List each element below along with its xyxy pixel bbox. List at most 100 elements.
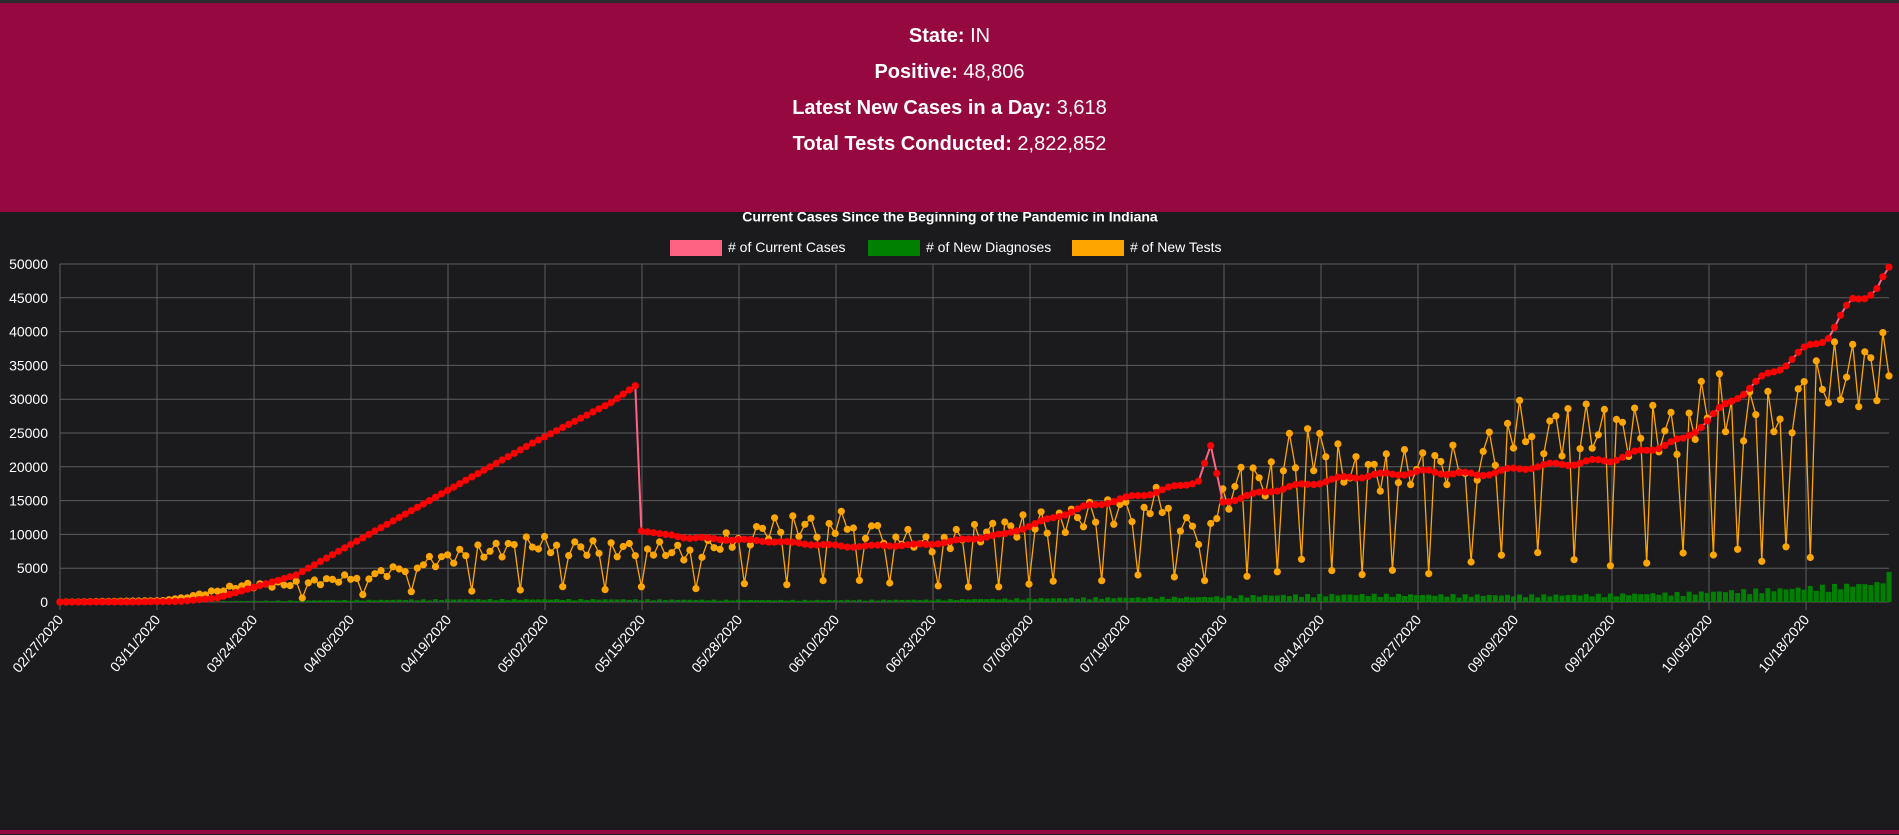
current-cases-point xyxy=(1510,465,1517,472)
new-tests-point xyxy=(608,539,615,546)
current-cases-point xyxy=(220,593,227,600)
diagnoses-bar xyxy=(1790,589,1795,602)
new-tests-point xyxy=(438,553,445,560)
new-tests-point xyxy=(1468,558,1475,565)
new-tests-point xyxy=(947,545,954,552)
current-cases-point xyxy=(1861,295,1868,302)
diagnoses-bar xyxy=(784,601,789,602)
current-cases-point xyxy=(638,527,645,534)
diagnoses-bar xyxy=(1711,592,1716,602)
new-tests-point xyxy=(293,578,300,585)
new-tests-point xyxy=(1274,568,1281,575)
new-tests-point xyxy=(1352,453,1359,460)
diagnoses-bar xyxy=(881,600,886,602)
diagnoses-bar xyxy=(1529,594,1534,602)
x-tick-label: 02/27/2020 xyxy=(9,611,66,675)
diagnoses-bar xyxy=(1723,592,1728,602)
chart-title: Current Cases Since the Beginning of the… xyxy=(742,212,1158,225)
diagnoses-bar xyxy=(1384,594,1389,602)
new-tests-point xyxy=(1885,372,1892,379)
diagnoses-bar xyxy=(1142,598,1147,602)
diagnoses-bar xyxy=(1166,599,1171,602)
current-cases-point xyxy=(595,405,602,412)
diagnoses-bar xyxy=(627,600,632,602)
diagnoses-bar xyxy=(566,599,571,602)
new-tests-point xyxy=(493,540,500,547)
diagnoses-bar xyxy=(1493,595,1498,602)
diagnoses-bar xyxy=(1269,596,1274,602)
current-cases-point xyxy=(1595,456,1602,463)
new-tests-point xyxy=(620,543,627,550)
new-tests-point xyxy=(1074,514,1081,521)
diagnoses-bar xyxy=(899,600,904,602)
new-tests-point xyxy=(1764,388,1771,395)
diagnoses-bar xyxy=(1717,591,1722,602)
diagnoses-bar xyxy=(875,600,880,602)
diagnoses-bar xyxy=(845,600,850,602)
chart-legend: # of Current Cases# of New Diagnoses# of… xyxy=(670,239,1222,256)
diagnoses-bar xyxy=(1650,593,1655,602)
new-tests-point xyxy=(1849,341,1856,348)
current-cases-point xyxy=(341,544,348,551)
current-cases-point xyxy=(1044,515,1051,522)
new-tests-point xyxy=(426,553,433,560)
legend-swatch-0 xyxy=(670,240,722,256)
diagnoses-bar xyxy=(1311,597,1316,602)
diagnoses-bar xyxy=(494,600,499,602)
new-tests-point xyxy=(383,573,390,580)
diagnoses-bar xyxy=(524,599,529,602)
new-tests-point xyxy=(995,583,1002,590)
current-cases-point xyxy=(1437,470,1444,477)
current-cases-point xyxy=(795,540,802,547)
current-cases-point xyxy=(977,535,984,542)
new-tests-point xyxy=(287,582,294,589)
new-tests-point xyxy=(874,522,881,529)
new-tests-point xyxy=(347,576,354,583)
diagnoses-bar xyxy=(917,600,922,602)
current-cases-point xyxy=(704,534,711,541)
new-tests-point xyxy=(311,576,318,583)
diagnoses-bar xyxy=(288,600,293,602)
diagnoses-bar xyxy=(1214,596,1219,602)
current-cases-point xyxy=(565,421,572,428)
current-cases-point xyxy=(995,531,1002,538)
y-tick-label: 5000 xyxy=(17,560,48,576)
diagnoses-bar xyxy=(1620,593,1625,602)
diagnoses-bar xyxy=(639,600,644,602)
new-tests-point xyxy=(589,537,596,544)
new-tests-point xyxy=(922,533,929,540)
diagnoses-bar xyxy=(457,599,462,602)
new-tests-point xyxy=(1516,397,1523,404)
diagnoses-bar xyxy=(1559,596,1564,602)
new-tests-point xyxy=(759,525,766,532)
current-cases-point xyxy=(1468,470,1475,477)
diagnoses-bar xyxy=(233,601,238,602)
diagnoses-bar xyxy=(978,599,983,602)
diagnoses-bar xyxy=(1765,588,1770,602)
new-tests-point xyxy=(1310,467,1317,474)
diagnoses-bar xyxy=(542,599,547,602)
diagnoses-bar xyxy=(772,600,777,602)
diagnoses-bar xyxy=(1154,599,1159,602)
diagnoses-bar xyxy=(730,601,735,602)
diagnoses-bar xyxy=(1378,597,1383,602)
new-tests-point xyxy=(583,552,590,559)
current-cases-point xyxy=(947,538,954,545)
diagnoses-bar xyxy=(427,600,432,602)
new-tests-point xyxy=(1879,329,1886,336)
current-cases-point xyxy=(1661,442,1668,449)
new-tests-point xyxy=(359,591,366,598)
diagnoses-bar xyxy=(687,600,692,602)
current-cases-point xyxy=(832,541,839,548)
new-tests-point xyxy=(456,546,463,553)
stats-header: State: IN Positive: 48,806 Latest New Ca… xyxy=(0,3,1899,212)
diagnoses-bar xyxy=(966,600,971,602)
y-tick-label: 40000 xyxy=(9,324,48,340)
current-cases-point xyxy=(1795,349,1802,356)
new-tests-point xyxy=(1401,446,1408,453)
new-tests-point xyxy=(480,554,487,561)
diagnoses-bar xyxy=(1396,594,1401,602)
current-cases-point xyxy=(1038,517,1045,524)
new-tests-point xyxy=(1649,402,1656,409)
diagnoses-bar xyxy=(651,600,656,602)
